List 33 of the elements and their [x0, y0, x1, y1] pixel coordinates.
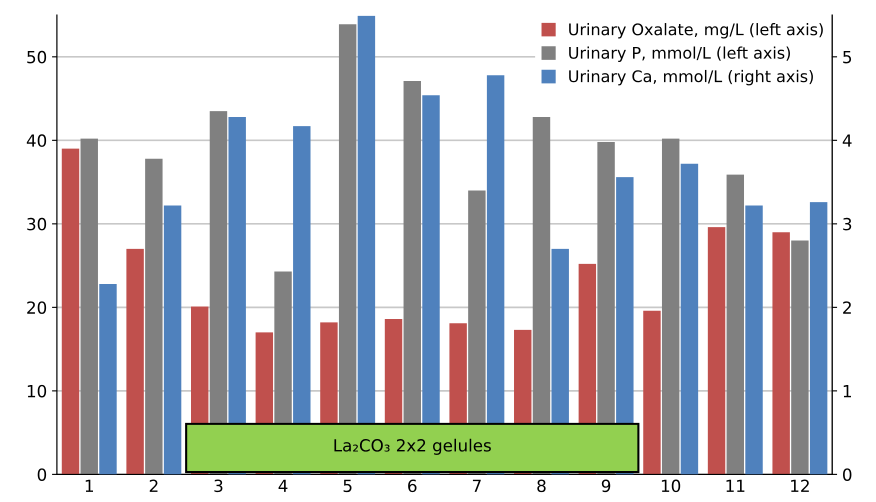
bar [643, 310, 661, 474]
legend-label: Urinary P, mmol/L (left axis) [569, 46, 790, 62]
bar [772, 232, 790, 474]
bar [126, 248, 144, 474]
x-tick-label: 6 [408, 480, 417, 492]
x-tick-label: 7 [472, 480, 481, 492]
x-tick-label: 10 [662, 480, 680, 492]
x-tick-label: 9 [602, 480, 610, 492]
y2-tick-label: 0 [843, 468, 852, 481]
y-tick-label: 40 [26, 134, 46, 147]
y-tick-label: 0 [38, 468, 46, 481]
x-tick-label: 1 [86, 480, 94, 492]
bar [708, 227, 726, 474]
bar [62, 148, 80, 474]
y2-tick-label: 2 [843, 301, 851, 314]
x-tick-label: 5 [344, 480, 352, 492]
y2-tick-label: 5 [843, 51, 852, 64]
x-tick-label: 2 [150, 480, 158, 492]
x-tick-label: 4 [278, 480, 288, 492]
y-tick-label: 30 [27, 218, 46, 230]
y2-tick-label: 4 [842, 134, 852, 147]
y2-tick-label: 3 [843, 218, 852, 230]
y2-tick-label: 1 [844, 385, 851, 398]
y-tick-label: 20 [27, 301, 46, 314]
band-label: La₂CO₃ 2x2 gelules [334, 438, 491, 455]
legend-label: Urinary Oxalate, mg/L (left axis) [569, 23, 823, 39]
x-tick-label: 12 [791, 480, 809, 492]
x-tick-label: 11 [726, 480, 744, 492]
x-tick-label: 8 [537, 480, 546, 492]
y-tick-label: 50 [27, 50, 46, 64]
y-tick-label: 10 [28, 384, 46, 398]
x-tick-label: 3 [214, 480, 222, 492]
legend-label: Urinary Ca, mmol/L (right axis) [569, 70, 813, 86]
